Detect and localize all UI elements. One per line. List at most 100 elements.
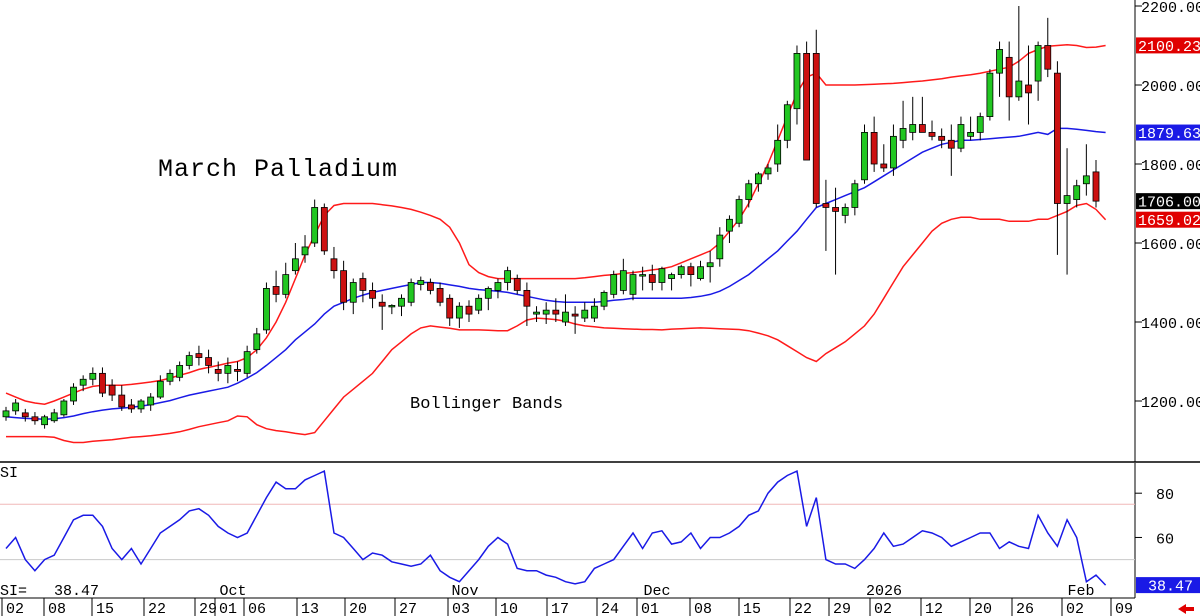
candle-body	[253, 333, 261, 351]
candlestick	[494, 278, 502, 299]
candlestick	[176, 361, 184, 382]
candlestick	[50, 408, 58, 423]
candle-body	[870, 131, 878, 165]
candle-body	[542, 309, 550, 315]
candlestick	[976, 112, 984, 141]
candlestick	[513, 274, 521, 295]
candlestick	[571, 306, 579, 334]
candle-body	[552, 309, 560, 315]
candle-body	[668, 274, 675, 279]
candle-body	[581, 309, 589, 319]
candlestick	[1054, 61, 1061, 255]
candlestick	[996, 41, 1003, 97]
price-value-tag-bg	[1136, 37, 1200, 54]
candle-body	[735, 199, 743, 224]
candle-body	[861, 131, 868, 181]
candle-body	[176, 365, 184, 378]
candle-body	[562, 311, 569, 323]
date-label: 20	[974, 601, 992, 616]
candle-body	[803, 53, 811, 161]
candlestick	[600, 290, 608, 311]
candle-body	[70, 386, 77, 402]
candle-body	[938, 135, 946, 141]
date-label: 20	[349, 601, 367, 616]
candlestick	[870, 116, 878, 172]
candlestick	[523, 282, 531, 326]
candlestick	[1005, 41, 1013, 121]
candle-body	[600, 291, 608, 307]
indicator-panel	[0, 470, 1135, 586]
candlestick	[1063, 148, 1071, 275]
candlestick	[957, 116, 965, 153]
price-value-tag: 1659.02	[1136, 211, 1200, 230]
candle-body	[947, 139, 955, 149]
candle-body	[234, 368, 241, 372]
date-label: 29	[199, 601, 217, 616]
price-value-tag-text: 1879.63	[1138, 126, 1200, 143]
candlestick	[79, 375, 87, 392]
candlestick	[918, 96, 926, 133]
candle-body	[185, 355, 193, 366]
candlestick	[890, 124, 897, 176]
candlestick	[880, 144, 888, 172]
candlestick	[224, 357, 232, 384]
price-value-tag-text: 1659.02	[1138, 213, 1200, 230]
candle-body	[591, 305, 598, 319]
y-tick-label: 1600.00	[1141, 237, 1200, 254]
candlestick	[407, 278, 415, 307]
price-value-tag-text: 2100.23	[1138, 39, 1200, 56]
date-label: 10	[500, 601, 518, 616]
candlestick	[166, 369, 174, 386]
candle-body	[880, 163, 888, 169]
candle-body	[330, 258, 338, 272]
scroll-arrow-icon[interactable]	[1178, 604, 1194, 614]
candlestick	[12, 399, 20, 415]
date-label: 02	[6, 601, 24, 616]
date-label: 01	[641, 601, 659, 616]
candle-body	[890, 135, 897, 169]
candle-body	[301, 246, 309, 256]
date-label: 08	[694, 601, 712, 616]
candlestick	[706, 250, 714, 283]
candlestick	[99, 367, 106, 398]
si-value-label: SI= 38.47	[0, 583, 99, 600]
price-value-tag-bg	[1136, 211, 1200, 228]
candlestick	[938, 128, 946, 149]
candle-body	[523, 289, 531, 307]
candle-body	[1054, 72, 1061, 204]
date-label: 01	[219, 601, 237, 616]
candlestick	[60, 399, 68, 417]
candlestick	[243, 345, 251, 378]
si-value-tag-text: 38.47	[1148, 579, 1193, 596]
candlestick	[359, 272, 367, 303]
si-y-tick-label: 80	[1156, 487, 1174, 504]
candle-body	[349, 282, 357, 303]
candlestick	[234, 361, 241, 382]
candlestick	[436, 282, 444, 307]
candle-body	[513, 278, 521, 291]
candlestick	[928, 120, 936, 141]
price-value-tag-bg	[1136, 124, 1200, 141]
candlestick	[89, 367, 97, 386]
candle-body	[388, 305, 396, 308]
candle-body	[841, 207, 849, 216]
candle-body	[31, 416, 39, 422]
date-label: 13	[301, 601, 319, 616]
candlestick	[378, 294, 386, 330]
candlestick	[147, 393, 155, 411]
candle-body	[147, 396, 155, 406]
candlestick	[214, 361, 222, 382]
candle-body	[427, 282, 434, 291]
date-label: 02	[874, 601, 892, 616]
candle-body	[899, 128, 907, 141]
candlestick	[301, 235, 309, 263]
candle-body	[378, 301, 386, 307]
candlestick	[320, 203, 328, 255]
candle-body	[658, 268, 666, 283]
candle-body	[571, 313, 579, 317]
candle-body	[407, 282, 415, 303]
bollinger-upper-band	[5, 43, 1106, 405]
candlestick	[417, 276, 425, 291]
